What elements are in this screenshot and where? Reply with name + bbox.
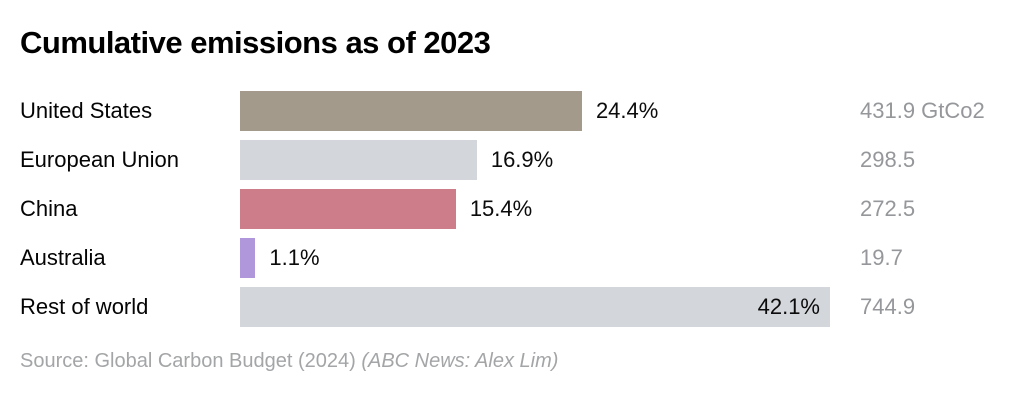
value-label: 431.9 GtCo2: [860, 98, 985, 123]
value-label: 744.9: [860, 294, 916, 319]
percent-label: 16.9%: [490, 147, 554, 172]
value-label: 298.5: [860, 147, 916, 172]
bar-track: 1.1%: [240, 238, 830, 278]
chart-row: United States 24.4% 431.9 GtCo2: [20, 91, 1014, 131]
percent-label: 42.1%: [757, 294, 820, 319]
value-label: 272.5: [860, 196, 916, 221]
bar-track: 15.4%: [240, 189, 830, 229]
category-label: Australia: [20, 245, 106, 270]
bar-rest-of-world: [240, 287, 830, 327]
chart-row: Australia 1.1% 19.7: [20, 238, 1014, 278]
bar-china: [240, 189, 456, 229]
bar-australia: [240, 238, 256, 278]
chart-row: European Union 16.9% 298.5: [20, 140, 1014, 180]
bar-united-states: [240, 91, 582, 131]
value-label: 19.7: [860, 245, 903, 270]
bar-track: 42.1%: [240, 287, 830, 327]
category-label: European Union: [20, 147, 180, 172]
source-note: Source: Global Carbon Budget (2024) (ABC…: [20, 350, 1014, 373]
chart-row: Rest of world 42.1% 744.9: [20, 287, 1014, 327]
chart-container: Cumulative emissions as of 2023 United S…: [20, 25, 1014, 373]
percent-label: 1.1%: [269, 245, 320, 270]
source-credit: (ABC News: Alex Lim): [361, 350, 559, 372]
bar-european-union: [240, 140, 477, 180]
source-text: Source: Global Carbon Budget (2024): [20, 350, 362, 372]
bar-chart: United States 24.4% 431.9 GtCo2 European…: [20, 91, 1014, 327]
chart-title: Cumulative emissions as of 2023: [20, 25, 491, 60]
bar-track: 16.9%: [240, 140, 830, 180]
bar-track: 24.4%: [240, 91, 830, 131]
chart-row: China 15.4% 272.5: [20, 189, 1014, 229]
category-label: Rest of world: [20, 294, 149, 319]
category-label: United States: [20, 98, 153, 123]
percent-label: 24.4%: [595, 98, 659, 123]
category-label: China: [20, 196, 78, 221]
percent-label: 15.4%: [469, 196, 533, 221]
